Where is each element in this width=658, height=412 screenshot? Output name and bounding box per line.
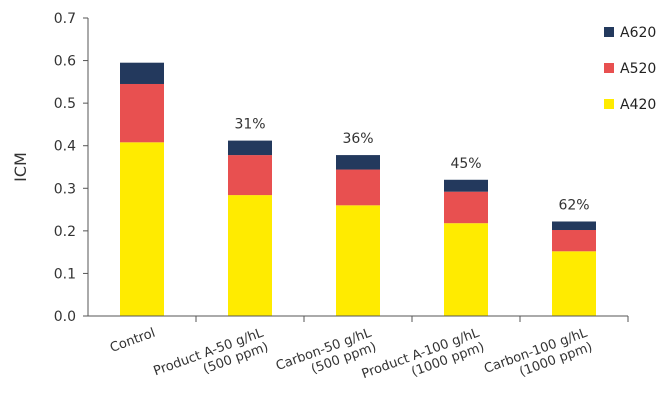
y-tick-label: 0.0 — [54, 309, 76, 325]
y-tick-label: 0.3 — [54, 181, 76, 197]
bar-segment-a520 — [444, 191, 488, 224]
bars-layer — [120, 62, 596, 316]
bar-segment-a520 — [228, 155, 272, 196]
bar-segment-a620 — [120, 62, 164, 84]
axes-layer — [87, 18, 628, 317]
bar-segment-a520 — [336, 169, 380, 206]
y-tick-label: 0.2 — [54, 224, 76, 240]
y-tick-label: 0.5 — [54, 96, 76, 112]
bar-segment-a420 — [228, 195, 272, 316]
bar-annotation: 62% — [558, 197, 589, 213]
legend-swatch-a420 — [604, 99, 614, 109]
legend: A620 A520 A420 — [604, 25, 656, 113]
bar-segment-a520 — [552, 230, 596, 252]
bar-segment-a420 — [120, 142, 164, 316]
legend-label-a520: A520 — [620, 61, 656, 77]
bar-segment-a420 — [336, 205, 380, 316]
y-tick-label: 0.6 — [54, 54, 76, 70]
bar-annotation: 45% — [450, 156, 481, 172]
x-category-label: Carbon-100 g/hL(1000 ppm) — [482, 325, 594, 380]
legend-swatch-a520 — [604, 63, 614, 73]
bar-annotation: 31% — [234, 117, 265, 133]
annotations-layer: 31% 36% 45% 62% — [234, 117, 589, 214]
x-category-label: Product A-50 g/hL(500 ppm) — [152, 325, 271, 379]
bar-segment-a620 — [336, 155, 380, 170]
legend-swatch-a620 — [604, 27, 614, 37]
bar-segment-a420 — [444, 223, 488, 316]
x-category-label-line: Control — [108, 326, 157, 356]
y-ticks-layer: 0.0 0.1 0.2 0.3 0.4 0.5 0.6 0.7 — [54, 11, 88, 325]
legend-label-a620: A620 — [620, 25, 656, 41]
y-tick-label: 0.4 — [54, 139, 76, 155]
legend-label-a420: A420 — [620, 97, 656, 113]
bar-segment-a620 — [552, 221, 596, 231]
bar-segment-a520 — [120, 83, 164, 143]
y-tick-label: 0.1 — [54, 266, 76, 282]
bar-annotation: 36% — [342, 131, 373, 147]
bar-segment-a420 — [552, 251, 596, 316]
y-axis-label: ICM — [11, 152, 30, 182]
x-category-label: Control — [108, 326, 157, 356]
bar-segment-a620 — [228, 140, 272, 156]
bar-segment-a620 — [444, 179, 488, 192]
x-category-label: Product A-100 g/hL(1000 ppm) — [360, 325, 487, 382]
y-tick-label: 0.7 — [54, 11, 76, 27]
